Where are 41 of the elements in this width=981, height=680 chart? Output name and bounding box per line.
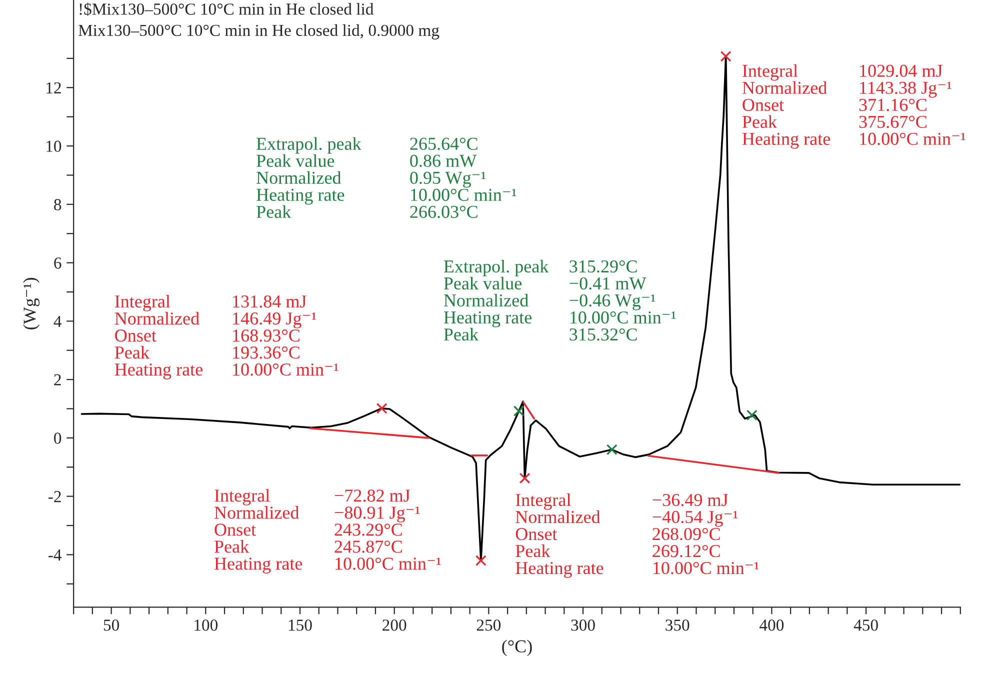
chart-title: !$Mix130–500°C 10°C min in He closed lid [80, 2, 374, 16]
x-tick-label: 450 [854, 620, 878, 631]
annotation: Integral Normalized Onset Peak Heating rate [214, 489, 302, 574]
y-tick-label: 6 [54, 257, 62, 269]
x-tick-label: 100 [194, 620, 218, 631]
point [606, 444, 618, 456]
point [720, 50, 732, 62]
x-tick-label: 400 [760, 620, 784, 631]
point [746, 410, 758, 421]
y-tick-label: -2 [48, 491, 61, 502]
y-tick-label: 8 [54, 199, 62, 210]
annotation: 131.84 mJ 146.49 Jg⁻¹ 168.93°C 193.36°C 10.00°C min⁻¹ [233, 295, 338, 376]
x-tick-label: 150 [288, 620, 312, 631]
y-axis-title: (Wg⁻¹) [23, 278, 40, 330]
y-tick-label: 2 [54, 374, 61, 386]
x-tick-label: 250 [476, 620, 501, 631]
x-tick-label: 350 [666, 620, 690, 631]
annotation: Integral Normalized Onset Peak Heating rate [516, 493, 604, 578]
annotation: 265.64°C 0.86 mW 0.95 Wg⁻¹ 10.00°C min⁻¹ 266.03°C [410, 138, 516, 218]
annotation: Integral Normalized Onset Peak Heating rate [114, 294, 202, 380]
annotation: 315.29°C −0.41 mW −0.46 Wg⁻¹ 10.00°C min⁻¹ 315.32°C [570, 260, 676, 341]
text: Mix130–500°C 10°C min in He closed lid, 0.9000 mg [78, 24, 440, 40]
y-tick-label: -4 [48, 550, 62, 560]
x-tick-label: 300 [571, 620, 595, 631]
point [475, 555, 486, 566]
y-tick-label: 4 [54, 316, 62, 327]
point [376, 402, 388, 414]
annotation: Extrapol. peak Peak value Normalized Heating rate Peak [444, 260, 549, 341]
annotation: −36.49 mJ −40.54 Jg⁻¹ 268.09°C 269.12°C 10.00°C min⁻¹ [652, 494, 759, 574]
y-tick-label: 12 [46, 82, 61, 94]
annotation: 1029.04 mJ 1143.38 Jg⁻¹ 371.16°C 375.67°C 10.00°C min⁻¹ [859, 64, 966, 146]
x-tick-label: 50 [104, 620, 120, 631]
annotation: Integral Normalized Onset Peak Heating rate [742, 64, 830, 149]
y-tick-label: 0 [54, 432, 62, 444]
y-tick-label: 10 [46, 140, 62, 152]
point [519, 472, 530, 484]
annotation: Extrapol. peak Peak value Normalized Heating rate Peak [256, 137, 362, 218]
x-tick-label: 200 [382, 620, 406, 631]
point [513, 406, 524, 417]
annotation: −72.82 mJ −80.91 Jg⁻¹ 243.29°C 245.87°C 10.00°C min⁻¹ [334, 490, 441, 570]
x-axis-title: (°C) [502, 640, 532, 656]
